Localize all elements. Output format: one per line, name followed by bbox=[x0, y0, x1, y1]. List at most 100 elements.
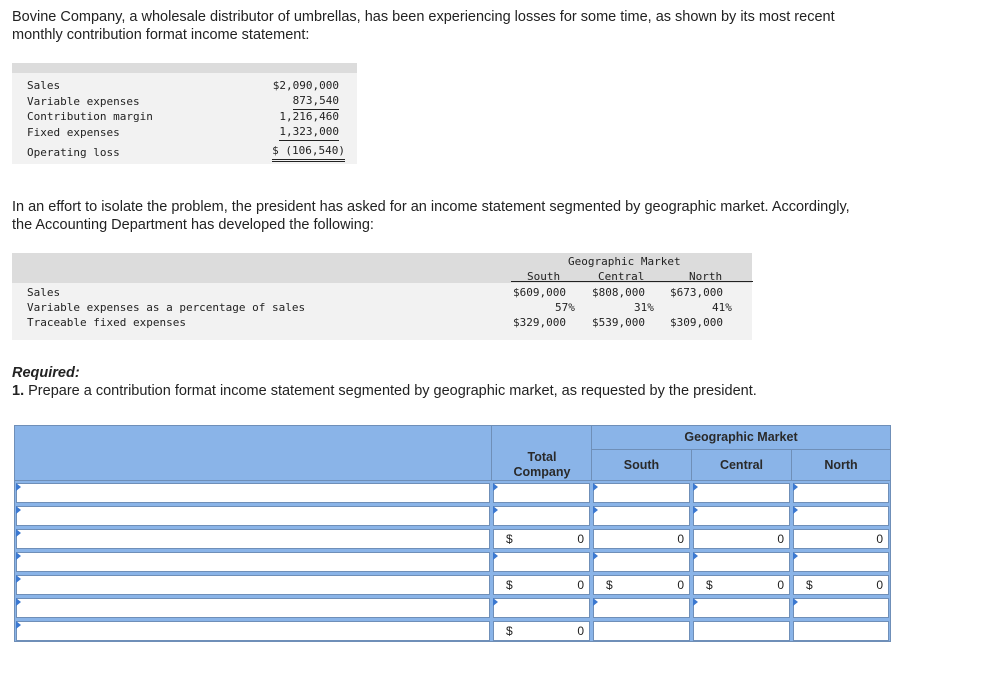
is-label-cm: Contribution margin bbox=[27, 110, 153, 123]
segment-sales-south: $609,000 bbox=[513, 286, 566, 299]
total-amount-input[interactable] bbox=[493, 552, 590, 572]
row-label-input[interactable] bbox=[16, 483, 490, 503]
dropdown-marker-icon bbox=[16, 621, 21, 629]
south-amount-input[interactable] bbox=[593, 506, 690, 526]
grid-header-label-col bbox=[14, 425, 492, 481]
dropdown-marker-icon bbox=[693, 598, 698, 606]
segment-sales-north: $673,000 bbox=[670, 286, 723, 299]
dropdown-marker-icon bbox=[493, 483, 498, 491]
is-value-variable: 873,540 bbox=[292, 93, 339, 110]
segment-col-central: Central bbox=[598, 270, 645, 283]
row-label-input[interactable] bbox=[16, 598, 490, 618]
central-amount-input[interactable] bbox=[693, 483, 790, 503]
north-amount-input[interactable] bbox=[793, 529, 889, 549]
is-label-fixed: Fixed expenses bbox=[27, 126, 120, 139]
south-amount-input[interactable] bbox=[593, 529, 690, 549]
central-amount-input[interactable] bbox=[693, 575, 790, 595]
grid-col-central: Central bbox=[719, 458, 764, 472]
total-amount-input[interactable] bbox=[493, 506, 590, 526]
segment-fixed-south: $329,000 bbox=[513, 316, 566, 329]
grid-group-title: Geographic Market bbox=[684, 430, 798, 444]
row-label-input[interactable] bbox=[16, 552, 490, 572]
north-amount-input[interactable] bbox=[793, 575, 889, 595]
row-label-input[interactable] bbox=[16, 621, 490, 641]
dropdown-marker-icon bbox=[16, 529, 21, 537]
answer-grid: Geographic Market Total Company South Ce… bbox=[14, 425, 891, 642]
row-label-input[interactable] bbox=[16, 506, 490, 526]
segment-varpct-central: 31% bbox=[634, 301, 654, 314]
dropdown-marker-icon bbox=[16, 552, 21, 560]
grid-header-north bbox=[791, 449, 891, 481]
required-heading: Required: bbox=[12, 365, 80, 381]
total-amount-value: 0 bbox=[577, 578, 584, 592]
central-amount-value: 0 bbox=[777, 532, 784, 546]
box-header-band bbox=[12, 63, 357, 73]
grid-col-south: South bbox=[623, 458, 660, 472]
dropdown-marker-icon bbox=[793, 598, 798, 606]
intro-line-1: Bovine Company, a wholesale distributor … bbox=[12, 9, 835, 25]
effort-line-1: In an effort to isolate the problem, the… bbox=[12, 199, 850, 215]
segment-group-title: Geographic Market bbox=[568, 255, 681, 268]
income-statement-box: Sales $2,090,000 Variable expenses 873,5… bbox=[12, 63, 357, 164]
dropdown-marker-icon bbox=[593, 506, 598, 514]
segment-row-varpct-label: Variable expenses as a percentage of sal… bbox=[27, 301, 306, 314]
central-amount-input[interactable] bbox=[693, 529, 790, 549]
central-amount-input[interactable] bbox=[693, 552, 790, 572]
dropdown-marker-icon bbox=[793, 483, 798, 491]
north-dollar-sign: $ bbox=[806, 578, 813, 592]
total-amount-input[interactable] bbox=[493, 575, 590, 595]
effort-text: In an effort to isolate the problem, the… bbox=[12, 198, 850, 234]
total-amount-input[interactable] bbox=[493, 529, 590, 549]
dropdown-marker-icon bbox=[593, 598, 598, 606]
grid-header-central bbox=[691, 449, 792, 481]
segment-header-band bbox=[12, 253, 752, 283]
north-amount-input[interactable] bbox=[793, 483, 889, 503]
south-amount-input[interactable] bbox=[593, 575, 690, 595]
south-amount-value: 0 bbox=[677, 532, 684, 546]
required-number: 1. bbox=[12, 383, 25, 399]
central-amount-input[interactable] bbox=[693, 506, 790, 526]
north-amount-input[interactable] bbox=[793, 598, 889, 618]
segment-sales-central: $808,000 bbox=[592, 286, 645, 299]
segment-row-fixed-label: Traceable fixed expenses bbox=[27, 316, 186, 329]
segment-varpct-north: 41% bbox=[712, 301, 732, 314]
total-dollar-sign: $ bbox=[506, 624, 513, 638]
is-label-loss: Operating loss bbox=[27, 146, 120, 159]
required-section: Required: 1. Prepare a contribution form… bbox=[12, 364, 757, 400]
south-amount-input[interactable] bbox=[593, 552, 690, 572]
required-text: Prepare a contribution format income sta… bbox=[28, 383, 757, 399]
north-amount-input[interactable] bbox=[793, 506, 889, 526]
south-amount-input[interactable] bbox=[593, 483, 690, 503]
central-amount-input[interactable] bbox=[693, 598, 790, 618]
central-amount-input[interactable] bbox=[693, 621, 790, 641]
south-dollar-sign: $ bbox=[606, 578, 613, 592]
total-dollar-sign: $ bbox=[506, 578, 513, 592]
north-amount-input[interactable] bbox=[793, 552, 889, 572]
grid-header-south bbox=[591, 449, 692, 481]
is-value-sales: $2,090,000 bbox=[272, 79, 339, 92]
intro-text: Bovine Company, a wholesale distributor … bbox=[12, 8, 835, 44]
south-amount-input[interactable] bbox=[593, 621, 690, 641]
grid-header-total bbox=[491, 425, 592, 481]
dropdown-marker-icon bbox=[593, 483, 598, 491]
segment-data-box: Geographic Market South Central North Sa… bbox=[12, 253, 753, 340]
total-amount-input[interactable] bbox=[493, 483, 590, 503]
segment-varpct-south: 57% bbox=[555, 301, 575, 314]
total-amount-input[interactable] bbox=[493, 621, 590, 641]
dropdown-marker-icon bbox=[493, 598, 498, 606]
dropdown-marker-icon bbox=[16, 598, 21, 606]
segment-fixed-central: $539,000 bbox=[592, 316, 645, 329]
total-amount-value: 0 bbox=[577, 532, 584, 546]
is-value-loss: $ (106,540) bbox=[272, 143, 345, 162]
segment-row-sales-label: Sales bbox=[27, 286, 61, 299]
south-amount-input[interactable] bbox=[593, 598, 690, 618]
dropdown-marker-icon bbox=[693, 552, 698, 560]
total-amount-input[interactable] bbox=[493, 598, 590, 618]
north-amount-value: 0 bbox=[876, 578, 883, 592]
north-amount-input[interactable] bbox=[793, 621, 889, 641]
row-label-input[interactable] bbox=[16, 575, 490, 595]
segment-fixed-north: $309,000 bbox=[670, 316, 723, 329]
dropdown-marker-icon bbox=[493, 506, 498, 514]
row-label-input[interactable] bbox=[16, 529, 490, 549]
dropdown-marker-icon bbox=[16, 575, 21, 583]
